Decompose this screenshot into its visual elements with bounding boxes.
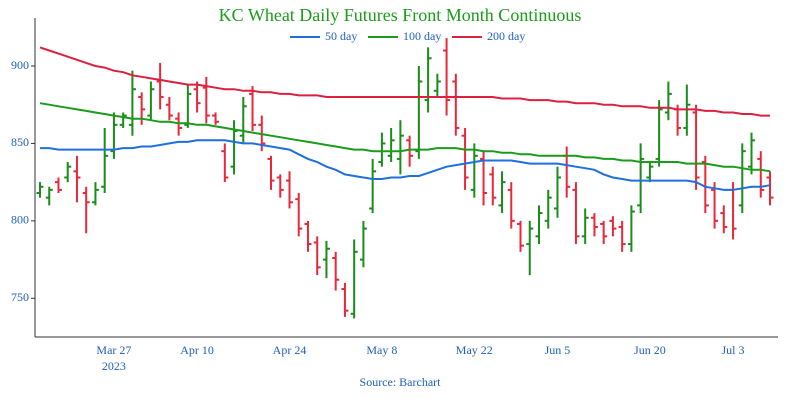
chart-title: KC Wheat Daily Futures Front Month Conti…	[219, 5, 582, 25]
legend-label: 200 day	[487, 29, 525, 43]
ma-line	[39, 46, 770, 117]
x-tick-label: Apr 24	[273, 343, 307, 357]
legend-label: 50 day	[325, 29, 357, 43]
y-tick-label: 750	[11, 290, 29, 304]
y-tick-label: 900	[11, 58, 29, 72]
x-tick-label: Jun 5	[545, 343, 571, 357]
x-year-label: 2023	[102, 359, 126, 373]
x-tick-label: Mar 27	[96, 343, 131, 357]
x-tick-label: Jun 20	[634, 343, 666, 357]
x-tick-label: Jul 3	[722, 343, 745, 357]
y-tick-label: 800	[11, 213, 29, 227]
legend-label: 100 day	[403, 29, 441, 43]
ma-line	[40, 139, 771, 191]
source-note: Source: Barchart	[360, 375, 442, 389]
ma-line	[39, 102, 771, 173]
x-tick-label: May 22	[456, 343, 493, 357]
x-tick-label: May 8	[366, 343, 397, 357]
y-tick-label: 850	[11, 135, 29, 149]
x-tick-label: Apr 10	[180, 343, 214, 357]
